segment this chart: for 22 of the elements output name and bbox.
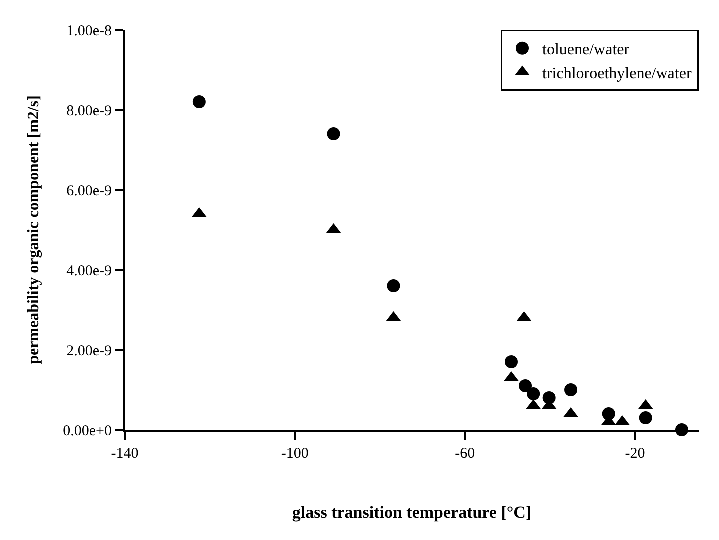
- point: [504, 356, 518, 368]
- point: [639, 412, 652, 424]
- point: [519, 380, 532, 392]
- point: [327, 128, 340, 140]
- y-axis-title: permeability organic component [m2/s]: [26, 96, 43, 364]
- y-tick-label: 0.00e+0: [63, 423, 112, 440]
- y-tick-label: 2.00e-9: [66, 343, 112, 360]
- x-tick-label: -20: [625, 446, 646, 462]
- legend-label: toluene/water: [542, 42, 630, 59]
- point: [192, 96, 206, 108]
- legend-label: trichloroethylene/water: [542, 65, 692, 82]
- x-tick-label: -140: [111, 446, 139, 462]
- y-tick-label: 4.00e-9: [66, 263, 112, 280]
- y-tick-label: 1.00e-8: [66, 23, 112, 40]
- x-tick-label: -100: [281, 446, 309, 462]
- y-tick-label: 6.00e-9: [66, 183, 112, 200]
- point: [387, 280, 400, 292]
- y-tick-label: 8.00e-9: [66, 103, 112, 120]
- point: [527, 388, 540, 400]
- x-axis-title: glass transition temperature [°C]: [292, 502, 532, 522]
- x-tick-label: -60: [455, 446, 476, 462]
- point: [564, 384, 578, 396]
